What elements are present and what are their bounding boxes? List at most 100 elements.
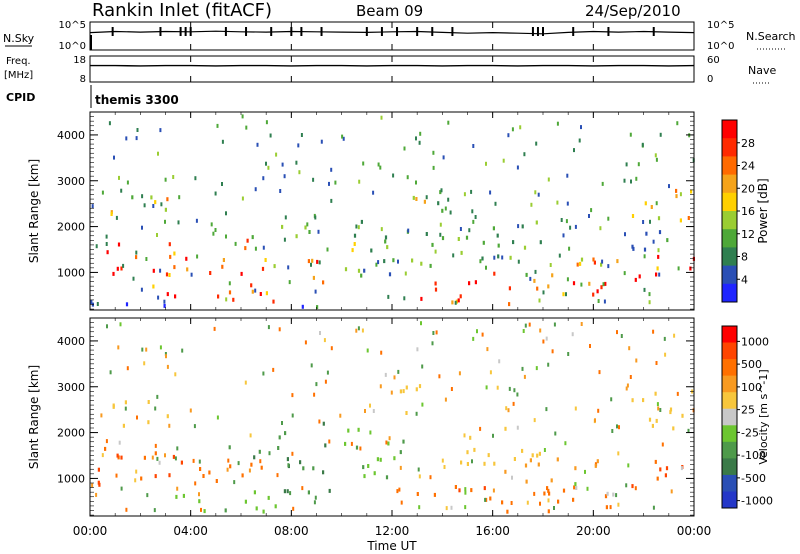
- heatmap-cell: [216, 123, 219, 128]
- colorbar-tick-label: 1000: [741, 335, 769, 348]
- heatmap-cell: [468, 281, 471, 286]
- heatmap-cell: [536, 453, 539, 458]
- heatmap-cell: [379, 457, 382, 462]
- heatmap-cell: [516, 165, 519, 170]
- heatmap-cell: [174, 372, 177, 377]
- heatmap-cell: [465, 235, 469, 240]
- heatmap-cell: [442, 155, 445, 160]
- heatmap-cell: [493, 461, 496, 466]
- heatmap-cell: [637, 162, 640, 167]
- heatmap-cell: [458, 488, 461, 493]
- heatmap-cell: [146, 493, 149, 498]
- heatmap-cell: [415, 411, 418, 416]
- heatmap-cell: [134, 478, 137, 483]
- heatmap-cell: [618, 425, 620, 430]
- heatmap-cell: [116, 453, 119, 458]
- heatmap-cell: [534, 190, 537, 195]
- heatmap-cell: [117, 242, 121, 247]
- heatmap-cell: [97, 480, 100, 485]
- heatmap-cell: [373, 471, 376, 476]
- heatmap-cell: [275, 152, 278, 157]
- heatmap-cell: [547, 362, 550, 367]
- heatmap-cell: [193, 424, 196, 429]
- colorbar-segment: [722, 474, 737, 492]
- heatmap-cell: [125, 507, 128, 512]
- colorbar-segment: [722, 441, 737, 459]
- heatmap-cell: [489, 370, 492, 375]
- heatmap-cell: [666, 238, 669, 243]
- heatmap-cell: [654, 459, 657, 464]
- colorbar-tick-label: 500: [741, 358, 762, 371]
- heatmap-cell: [396, 489, 399, 494]
- heatmap-cell: [415, 180, 417, 185]
- heatmap-cell: [419, 131, 422, 136]
- heatmap-cell: [261, 266, 265, 271]
- heatmap-cell: [324, 379, 327, 384]
- heatmap-cell: [152, 268, 155, 273]
- heatmap-cell: [483, 486, 486, 491]
- heatmap-cell: [654, 391, 657, 396]
- heatmap-cell: [529, 276, 532, 281]
- heatmap-cell: [175, 494, 178, 499]
- heatmap-cell: [451, 300, 454, 305]
- colorbar-frame: [721, 325, 738, 509]
- heatmap-cell: [196, 254, 199, 259]
- heatmap-cell: [466, 450, 469, 455]
- heatmap-cell: [326, 370, 329, 375]
- heatmap-cell: [548, 491, 551, 496]
- heatmap-cell: [169, 254, 172, 259]
- heatmap-cell: [264, 258, 267, 262]
- y-tick-label: 2000: [57, 221, 85, 234]
- heatmap-cell: [279, 189, 282, 193]
- heatmap-cell: [189, 408, 192, 413]
- heatmap-cell: [176, 446, 179, 451]
- heatmap-cell: [459, 294, 462, 299]
- heatmap-cell: [529, 458, 532, 463]
- heatmap-cell: [265, 161, 267, 166]
- heatmap-cell: [464, 487, 467, 492]
- heatmap-cell: [476, 329, 478, 334]
- heatmap-cell: [308, 230, 311, 234]
- heatmap-cell: [313, 500, 316, 505]
- heatmap-cell: [510, 501, 513, 505]
- heatmap-cell: [267, 165, 270, 170]
- heatmap-cell: [372, 190, 375, 195]
- heatmap-cell: [661, 442, 664, 447]
- heatmap-cell: [607, 216, 610, 221]
- heatmap-cell: [272, 367, 275, 372]
- noise-right-label: N.Search: [746, 30, 796, 43]
- heatmap-cell: [611, 429, 614, 433]
- heatmap-cell: [300, 133, 303, 137]
- heatmap-cell: [246, 238, 249, 243]
- colorbar-segment: [722, 458, 737, 476]
- heatmap-cell: [95, 244, 98, 249]
- heatmap-cell: [224, 508, 227, 513]
- colorbar-segment: [722, 342, 737, 360]
- heatmap-cell: [405, 385, 408, 390]
- heatmap-cell: [156, 394, 159, 399]
- heatmap-cell: [547, 488, 550, 493]
- heatmap-cell: [679, 218, 682, 223]
- heatmap-cell: [575, 486, 578, 490]
- heatmap-cell: [416, 347, 419, 352]
- heatmap-cell: [496, 385, 499, 390]
- heatmap-cell: [98, 482, 101, 487]
- heatmap-cell: [403, 146, 406, 151]
- heatmap-cell: [319, 331, 321, 335]
- heatmap-cell: [466, 462, 469, 466]
- heatmap-cell: [222, 258, 225, 262]
- heatmap-cell: [314, 495, 317, 500]
- heatmap-cell: [154, 474, 157, 479]
- heatmap-cell: [441, 458, 444, 463]
- colorbar-segment: [722, 156, 737, 176]
- heatmap-cell: [489, 190, 492, 195]
- heatmap-cell: [553, 506, 555, 510]
- heatmap-cell: [135, 136, 138, 141]
- heatmap-cell: [141, 347, 144, 352]
- heatmap-cell: [353, 233, 357, 238]
- colorbar-segment: [722, 138, 737, 157]
- heatmap-cell: [377, 260, 380, 265]
- heatmap-cell: [287, 463, 290, 468]
- heatmap-cell: [511, 475, 513, 480]
- heatmap-cell: [551, 273, 554, 278]
